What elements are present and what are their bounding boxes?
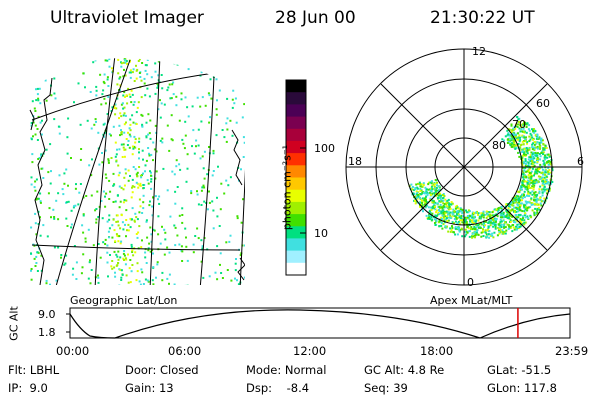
mlat-label-70: 70 bbox=[512, 118, 526, 131]
time-tick-1: 06:00 bbox=[168, 344, 202, 358]
left-aurora-image bbox=[30, 58, 245, 285]
status-mode: Mode: Normal bbox=[246, 363, 327, 377]
colorbar bbox=[285, 79, 307, 276]
time-tick-4: 23:59 bbox=[555, 344, 589, 358]
altitude-plot bbox=[66, 307, 571, 339]
observation-time: 21:30:22 UT bbox=[430, 8, 535, 28]
mlt-label-6: 6 bbox=[577, 155, 584, 168]
geographic-map bbox=[29, 58, 245, 285]
altitude-curve bbox=[69, 309, 571, 339]
mlt-label-18: 18 bbox=[348, 155, 362, 168]
polar-aurora-image bbox=[408, 116, 554, 239]
status-seq: Seq: 39 bbox=[364, 381, 408, 395]
altitude-axis-label: GC Alt bbox=[7, 306, 21, 341]
polar-projection-label: Apex MLat/MLT bbox=[430, 294, 513, 307]
polar-grid bbox=[345, 48, 583, 286]
time-tick-0: 00:00 bbox=[56, 344, 90, 358]
status-ip: IP: 9.0 bbox=[8, 381, 48, 395]
status-filter: Flt: LBHL bbox=[8, 363, 60, 377]
mlt-label-0: 0 bbox=[467, 276, 474, 289]
time-tick-2: 12:00 bbox=[293, 344, 327, 358]
coastline bbox=[29, 77, 245, 285]
left-projection-label: Geographic Lat/Lon bbox=[70, 294, 178, 307]
polar-map bbox=[345, 48, 583, 286]
status-glon: GLon: 117.8 bbox=[487, 381, 557, 395]
status-gc-alt: GC Alt: 4.8 Re bbox=[364, 363, 445, 377]
colorbar-unit-label: photon cm⁻²s⁻¹ bbox=[280, 144, 294, 231]
instrument-title: Ultraviolet Imager bbox=[50, 8, 204, 28]
mlt-label-12: 12 bbox=[472, 45, 486, 58]
status-dsp: Dsp: -8.4 bbox=[246, 381, 310, 395]
altitude-tick-low: 1.8 bbox=[38, 326, 56, 339]
status-door: Door: Closed bbox=[125, 363, 199, 377]
colorbar-tick-10: 10 bbox=[314, 227, 328, 240]
altitude-tick-high: 9.0 bbox=[38, 308, 56, 321]
colorbar-tick-100: 100 bbox=[314, 142, 335, 155]
observation-date: 28 Jun 00 bbox=[275, 8, 356, 28]
time-tick-3: 18:00 bbox=[420, 344, 454, 358]
status-gain: Gain: 13 bbox=[125, 381, 174, 395]
status-glat: GLat: -51.5 bbox=[487, 363, 552, 377]
mlat-label-80: 80 bbox=[492, 139, 506, 152]
mlat-label-60: 60 bbox=[536, 97, 550, 110]
